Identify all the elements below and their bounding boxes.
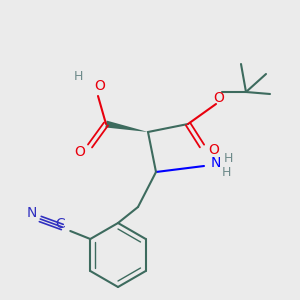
Polygon shape [105,121,148,132]
Text: N: N [27,206,38,220]
Text: O: O [214,91,224,105]
Text: H: H [223,152,233,164]
Text: C: C [56,217,65,231]
Text: H: H [221,166,231,178]
Text: O: O [208,143,219,157]
Text: H: H [73,70,83,83]
Text: O: O [94,79,105,93]
Text: N: N [211,156,221,170]
Text: O: O [75,145,86,159]
